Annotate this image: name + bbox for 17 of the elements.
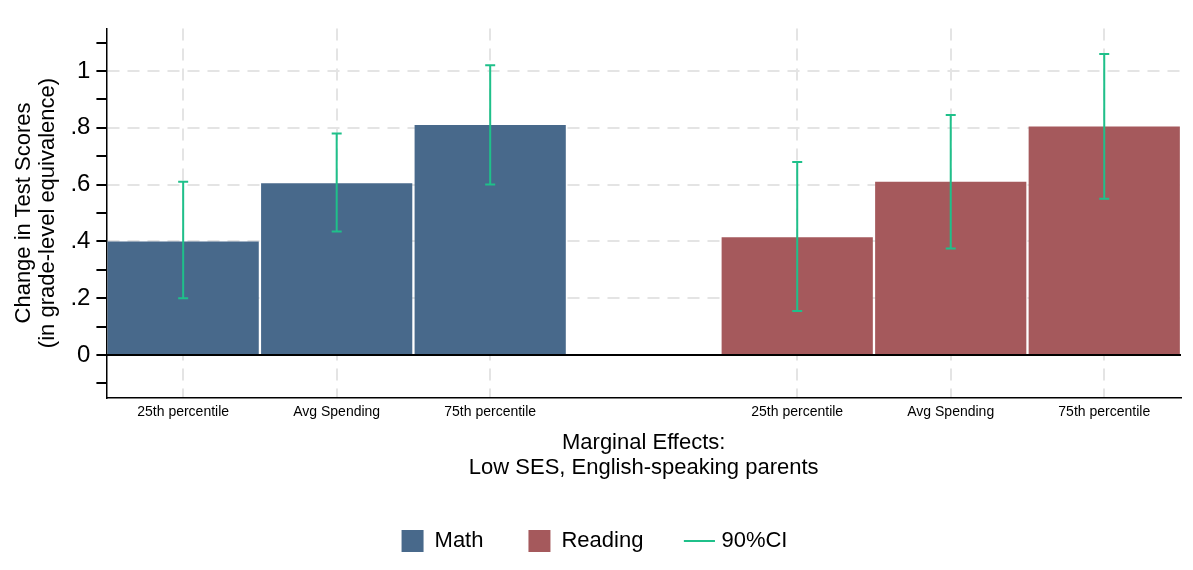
y-tick-label: .2 <box>70 282 91 310</box>
legend-label: Math <box>434 527 484 553</box>
y-tick-label: .4 <box>70 226 91 254</box>
legend-label: 90%CI <box>721 527 788 553</box>
x-tick-label: 75th percentile <box>1058 402 1151 419</box>
y-tick-label: .6 <box>70 169 91 197</box>
legend-label: Reading <box>561 527 644 553</box>
x-axis-title: Marginal Effects: Low SES, English-speaking parents <box>468 429 819 480</box>
y-tick-label: .8 <box>70 112 91 140</box>
y-tick-label: 1 <box>77 55 91 83</box>
y-tick-label: 0 <box>77 339 91 367</box>
x-tick-label: 75th percentile <box>444 402 537 419</box>
x-tick-label: 25th percentile <box>751 402 844 419</box>
y-axis-title: Change in Test Scores (in grade-level equivalence) <box>10 77 60 349</box>
x-tick-label: 25th percentile <box>137 402 230 419</box>
x-tick-label: Avg Spending <box>907 402 995 419</box>
x-tick-label: Avg Spending <box>293 402 381 419</box>
